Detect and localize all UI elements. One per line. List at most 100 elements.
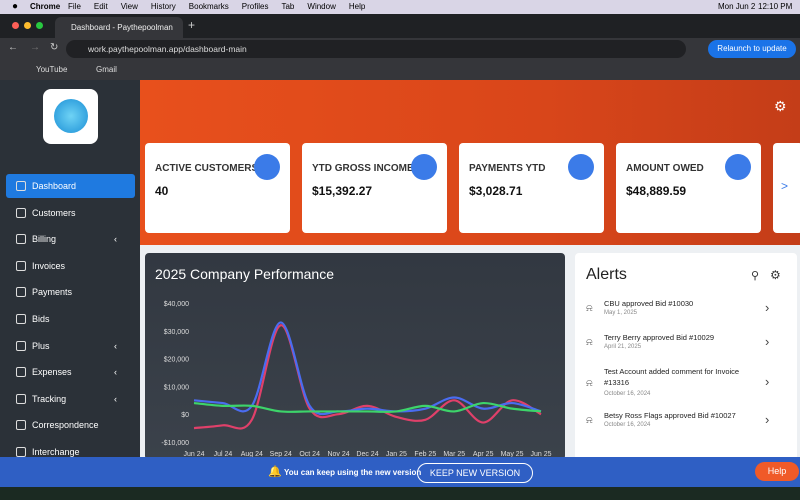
x-tick-label: Nov 24: [327, 451, 349, 458]
minimize-button[interactable]: [24, 22, 31, 29]
time: 12:10 PM: [758, 2, 793, 11]
alerts-title: Alerts: [586, 266, 627, 283]
bell-icon: 🔔: [268, 466, 282, 478]
stat-card: YTD GROSS INCOME $15,392.27: [302, 143, 447, 233]
expand-arrow: ‹: [114, 367, 117, 378]
tab-title: Dashboard - Paythepoolman: [71, 23, 173, 32]
nav-icon: [16, 420, 26, 431]
relaunch-label: Relaunch to update: [717, 44, 787, 53]
series-line: [193, 401, 542, 413]
bell-icon: ⍾: [586, 415, 593, 426]
chart: 2025 Company Performance -$10,000 $0 $10,0…: [155, 266, 552, 458]
help-label: Help: [767, 466, 787, 476]
app-name[interactable]: Chrome: [30, 2, 61, 11]
nav-item[interactable]: Payments: [6, 280, 135, 304]
url-field[interactable]: work.paythepoolman.app/dashboard-main: [66, 40, 686, 58]
nav-icon: [16, 447, 26, 457]
card-icon: [254, 154, 280, 180]
alert-item[interactable]: ⍾ Terry Berry approved Bid #10029 April 21…: [575, 332, 797, 362]
bookmark[interactable]: Gmail: [96, 65, 117, 74]
help-button[interactable]: Help: [755, 462, 799, 481]
back-button[interactable]: ←: [8, 42, 18, 53]
y-tick-label: -$10,000: [161, 440, 189, 447]
nav-item[interactable]: Invoices: [6, 254, 135, 278]
nav-label: Correspondence: [32, 420, 99, 431]
y-tick-label: $30,000: [164, 329, 189, 336]
menu-item[interactable]: Tab: [281, 2, 295, 11]
bookmark[interactable]: YouTube: [36, 65, 68, 74]
search-icon[interactable]: ⚲: [751, 270, 760, 282]
menu-item[interactable]: Edit: [93, 2, 108, 11]
alert-item[interactable]: ⍾ CBU approved Bid #10030 May 1, 2025 ›: [575, 298, 797, 328]
nav-item[interactable]: Plus ‹: [6, 334, 135, 358]
nav-item[interactable]: Correspondence: [6, 413, 135, 437]
menu-item[interactable]: Help: [348, 2, 366, 11]
card-label: ACTIVE CUSTOMERS: [155, 163, 259, 174]
menu-item[interactable]: Profiles: [241, 2, 269, 11]
menu-item[interactable]: View: [120, 2, 138, 11]
new-tab-button[interactable]: +: [188, 18, 196, 32]
nav-item[interactable]: Expenses ‹: [6, 360, 135, 384]
next-card[interactable]: >: [773, 143, 800, 233]
relaunch-button[interactable]: Relaunch to update: [708, 40, 796, 58]
card-value: $15,392.27: [312, 184, 373, 198]
nav-label: Invoices: [32, 260, 66, 271]
nav-icon: [16, 260, 26, 271]
reload-button[interactable]: ↻: [50, 42, 59, 53]
nav-label: Expenses: [32, 367, 72, 378]
x-tick-label: Jul 24: [214, 451, 233, 458]
nav-item[interactable]: Customers: [6, 201, 135, 225]
menu-item[interactable]: File: [68, 2, 81, 11]
card-value: 40: [155, 184, 169, 198]
zoom-button[interactable]: [36, 22, 43, 29]
menu-item[interactable]: History: [150, 2, 176, 11]
bell-icon: ⍾: [586, 378, 593, 389]
tab[interactable]: Dashboard - Paythepoolman: [55, 17, 183, 38]
x-tick-label: Dec 24: [356, 451, 378, 458]
x-tick-label: Apr 25: [473, 451, 494, 458]
x-tick-label: Jun 25: [530, 451, 551, 458]
stat-card: PAYMENTS YTD $3,028.71: [459, 143, 604, 233]
apple-icon: ●: [12, 1, 19, 12]
nav-item[interactable]: Tracking ‹: [6, 387, 135, 411]
update-banner: 🔔 You can keep using the new version KEE…: [0, 457, 800, 487]
chevron: ›: [765, 300, 770, 315]
nav-item[interactable]: Billing ‹: [6, 227, 135, 251]
alerts-settings-icon[interactable]: ⚙: [770, 268, 781, 282]
expand-arrow: ‹: [114, 234, 117, 245]
keep-version-button[interactable]: KEEP NEW VERSION: [417, 463, 533, 483]
x-tick-label: May 25: [501, 451, 524, 458]
alert-item[interactable]: ⍾ Betsy Ross Flags approved Bid #10027 Oct…: [575, 410, 797, 440]
nav-label: Interchange: [32, 447, 80, 457]
nav-label: Customers: [32, 207, 76, 218]
settings-icon[interactable]: ⚙: [774, 98, 787, 114]
nav-item[interactable]: Dashboard: [6, 174, 135, 198]
card-icon: [725, 154, 751, 180]
menu-item[interactable]: Window: [307, 2, 336, 11]
alert-text: CBU approved Bid #10030: [604, 299, 694, 308]
forward-button[interactable]: →: [30, 42, 40, 53]
stat-card: ACTIVE CUSTOMERS 40: [145, 143, 290, 233]
close-button[interactable]: [12, 22, 19, 29]
banner-text: You can keep using the new version: [284, 468, 422, 477]
nav-item[interactable]: Bids: [6, 307, 135, 331]
nav-item[interactable]: Interchange: [6, 440, 135, 464]
chevron: ›: [765, 412, 770, 427]
alert-date: April 21, 2025: [604, 344, 642, 350]
stat-card: AMOUNT OWED $48,889.59: [616, 143, 761, 233]
nav-icon: [16, 207, 26, 218]
card-value: $3,028.71: [469, 184, 523, 198]
x-tick-label: Mar 25: [443, 451, 465, 458]
tab-strip: Dashboard - Paythepoolman +: [0, 14, 800, 38]
card-label: AMOUNT OWED: [626, 163, 704, 174]
dock-strip: [0, 487, 800, 500]
card-label: YTD GROSS INCOME: [312, 163, 414, 174]
bell-icon: ⍾: [586, 303, 593, 314]
alert-text: Betsy Ross Flags approved Bid #10027: [604, 411, 736, 420]
menu-item[interactable]: Bookmarks: [188, 2, 229, 11]
x-tick-label: Oct 24: [299, 451, 320, 458]
alert-item[interactable]: ⍾ Test Account added comment for Invoice …: [575, 366, 797, 410]
nav-icon: [16, 340, 26, 351]
y-tick-label: $0: [181, 412, 189, 419]
